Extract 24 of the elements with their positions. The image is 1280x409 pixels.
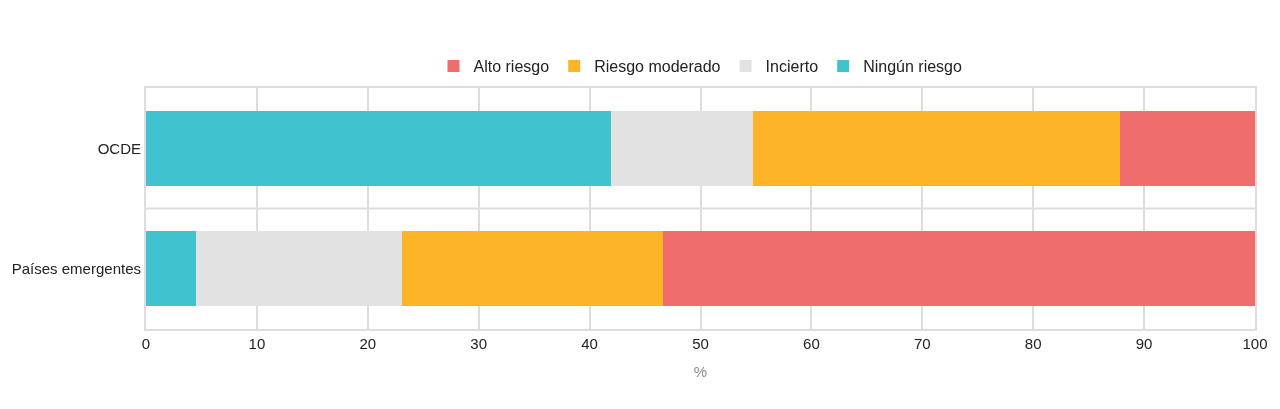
- x-tick-label: 30: [470, 335, 488, 352]
- bar: [1119, 110, 1255, 186]
- x-tick-label: 60: [803, 335, 820, 352]
- bar: [146, 231, 196, 307]
- bar: [402, 231, 663, 307]
- y-tick-label: OCDE: [97, 139, 141, 157]
- x-tick-label: 100: [1242, 335, 1268, 352]
- x-tick-label: 80: [1024, 335, 1042, 352]
- legend-label: Alto riesgo: [473, 58, 550, 76]
- legend-label: Incierto: [765, 58, 819, 76]
- legend-label: Ningún riesgo: [863, 58, 962, 76]
- x-tick-label: 10: [248, 335, 266, 352]
- x-tick-label: 90: [1135, 335, 1153, 352]
- x-tick-label: 40: [581, 335, 598, 352]
- bar: [662, 231, 1255, 307]
- bar: [146, 110, 611, 186]
- x-tick-label: 20: [359, 335, 377, 352]
- x-tick-label: 50: [692, 335, 709, 352]
- x-tick-label: 0: [141, 335, 151, 352]
- bar: [752, 110, 1120, 186]
- y-tick-label: Países emergentes: [11, 260, 141, 277]
- x-axis-title: %: [693, 362, 708, 380]
- x-tick-label: 70: [913, 335, 931, 352]
- legend-label: Riesgo moderado: [594, 58, 721, 76]
